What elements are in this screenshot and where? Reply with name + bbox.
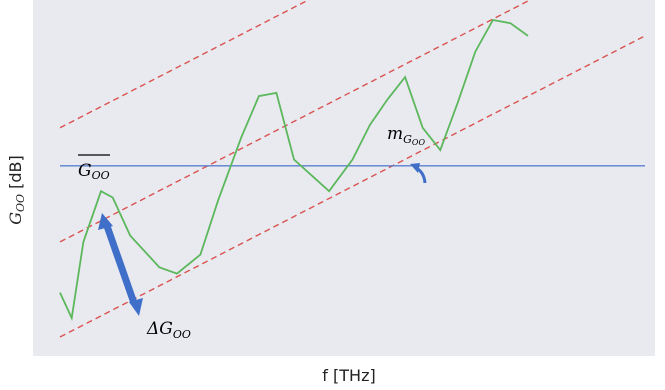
plot-background bbox=[33, 0, 655, 356]
mean-annotation: GOO bbox=[78, 154, 110, 182]
slope-annotation-text: mGOO bbox=[387, 124, 425, 147]
delta-annotation-text: ΔGOO bbox=[146, 319, 191, 341]
signal-series-line bbox=[59, 18, 529, 322]
x-axis-label: f [THz] bbox=[322, 366, 375, 385]
slope-arrow bbox=[410, 163, 427, 184]
mean-annotation-text: GOO bbox=[78, 161, 110, 182]
y-axis-label: GOO [dB] bbox=[6, 155, 27, 225]
delta-arrow bbox=[98, 213, 143, 316]
